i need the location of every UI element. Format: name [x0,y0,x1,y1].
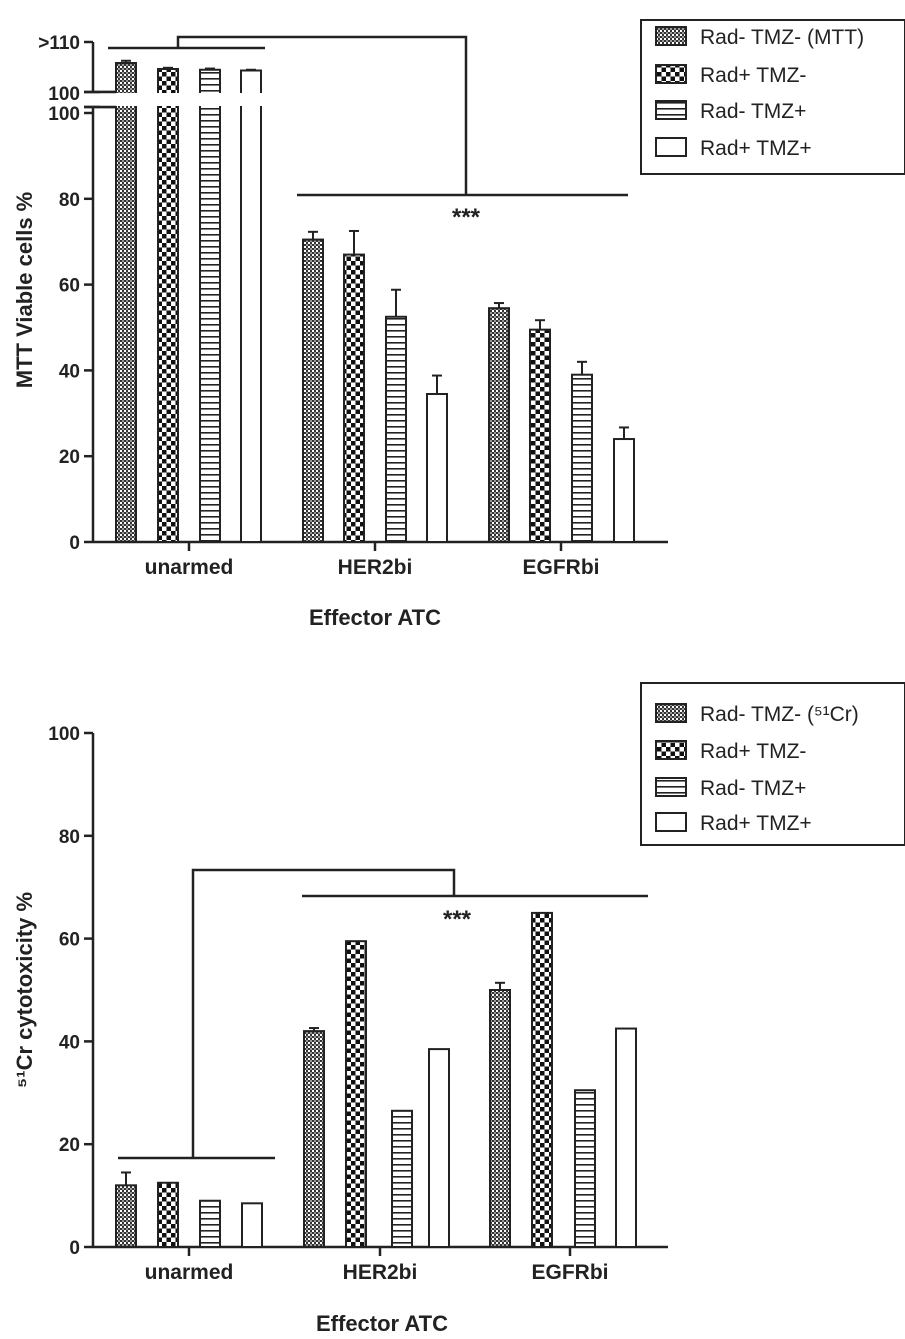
mtt-y-tick-label: 40 [59,361,80,382]
mtt-y-axis-label: MTT Viable cells % [12,192,37,388]
mtt-y-tick-label: 0 [69,533,80,554]
mtt-legend-swatch [655,64,687,84]
mtt-x-axis-label: Effector ATC [309,605,441,630]
mtt-bar [240,69,262,543]
mtt-y-tick-label: 80 [59,190,80,211]
mtt-bar [426,392,448,543]
cr-legend-label: Rad+ TMZ- [700,740,806,763]
mtt-bar [115,62,137,543]
mtt-legend-label: Rad+ TMZ+ [700,137,812,160]
cr-y-tick-label: 0 [69,1238,80,1259]
cr-sig-bracket [191,868,456,1158]
cr-bar [115,1184,137,1248]
cr-y-tick-label: 80 [59,827,80,848]
cr-y-tick-label: 20 [59,1135,80,1156]
cr-bar [391,1109,413,1249]
mtt-category-label: EGFRbi [523,556,600,579]
mtt-category-label: HER2bi [338,556,413,579]
cr-legend-swatch [655,777,687,797]
mtt-y-tick-label: 100 [48,84,80,105]
cr-category-label: HER2bi [343,1261,418,1284]
cr-y-axis-label: ⁵¹Cr cytotoxicity % [12,892,37,1088]
cr-bar [615,1027,637,1249]
cr-legend-swatch [655,812,687,832]
cr-y-tick-label: 100 [48,724,80,745]
cr-bar [157,1181,179,1248]
cr-x-axis-label: Effector ATC [316,1311,448,1336]
cr-bar [574,1089,596,1248]
mtt-bar [199,68,221,543]
cr-legend-label: Rad- TMZ+ [700,777,806,800]
cr-legend-swatch [655,703,687,723]
mtt-bar [613,438,635,544]
mtt-legend-label: Rad- TMZ- (MTT) [700,26,864,49]
cr-category-label: unarmed [145,1261,234,1284]
mtt-legend-label: Rad+ TMZ- [700,64,806,87]
cr-category-label: EGFRbi [532,1261,609,1284]
cr-legend-label: Rad+ TMZ+ [700,812,812,835]
mtt-y-tick-label: 100 [48,104,80,125]
mtt-bar [343,253,365,543]
cr-y-tick-label: 40 [59,1032,80,1053]
cr-significance-label: *** [443,906,472,933]
mtt-legend-swatch [655,100,687,120]
mtt-sig-bracket [176,35,468,195]
mtt-legend-label: Rad- TMZ+ [700,100,806,123]
cr-legend-swatch [655,740,687,760]
mtt-y-tick-label: 20 [59,447,80,468]
cr51-cytotoxicity-chart: 0 20 40 60 80 100 unarmed HER2bi EGFRbi *** Effect… [12,682,905,1336]
mtt-bar [302,238,324,543]
mtt-axis-break-gap [100,93,280,106]
mtt-bar [529,328,551,543]
mtt-bar [488,307,510,543]
mtt-category-label: unarmed [145,556,234,579]
mtt-y-tick-label: 60 [59,276,80,297]
cr-legend-label: Rad- TMZ- (⁵¹Cr) [700,703,859,726]
mtt-bar [157,68,179,543]
cr-y-tick-label: 60 [59,930,80,951]
mtt-viability-chart: >110 100 0 20 40 60 80 100 unarmed HER2bi EGFRbi **… [12,19,905,630]
cr-bar [241,1202,263,1249]
mtt-legend-swatch [655,26,687,46]
cr-bar [199,1199,221,1248]
cr-bar [489,989,511,1248]
cr-bar [345,940,367,1248]
mtt-significance-label: *** [452,204,481,231]
cr-bar [531,911,553,1249]
mtt-bar [385,315,407,543]
cr-bar [428,1048,450,1248]
mtt-y-tick-label: >110 [38,33,80,54]
mtt-legend-swatch [655,137,687,157]
mtt-bar [571,373,593,543]
cr-bar [303,1030,325,1248]
